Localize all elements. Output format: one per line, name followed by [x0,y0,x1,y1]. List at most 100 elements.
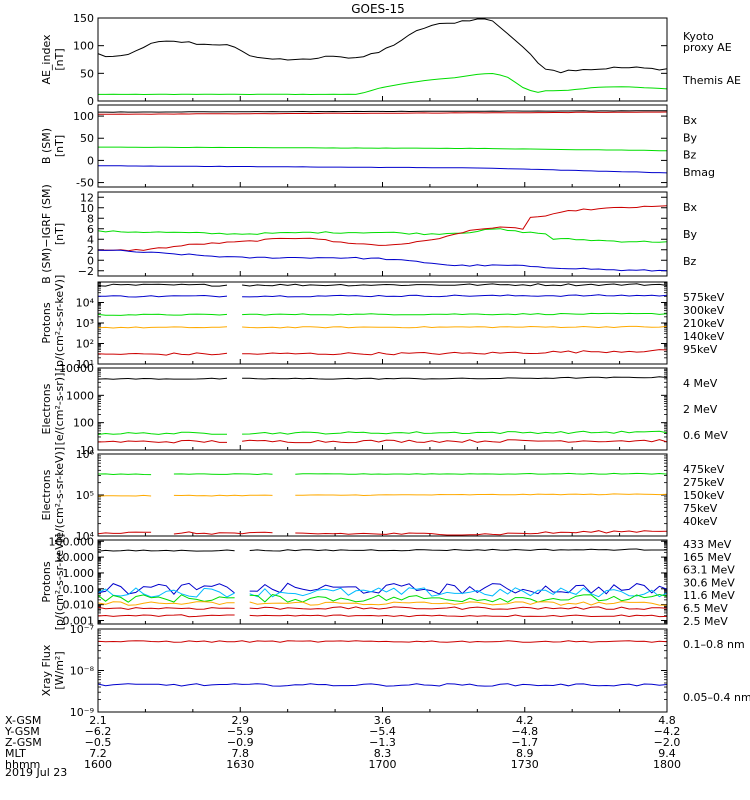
panel-protons_high: 0.001 0.010 0.100 1.000 10.000 100.000 Protons… [40,534,735,631]
series-line-0-05-0-4-nm [97,683,668,687]
x-axis-value: 4.2 [516,714,534,727]
y-tick-label: 0.100 [63,583,95,596]
y-tick-label: 2 [87,244,94,257]
series-line-300kev [97,325,668,329]
y-tick-label: -50 [76,177,94,190]
legend-entry: 0.6 MeV [683,429,728,442]
y-axis-label: [p/(cm²-s-sr-keV)] [53,275,66,372]
y-tick-label: 10 [80,444,94,457]
y-axis-label: Protons [40,561,53,602]
y-tick-label: 50 [80,67,94,80]
y-tick-label: 0 [87,254,94,267]
series-line-30-6-mev [97,593,668,603]
series-line-bx [97,249,668,272]
x-axis-value: −1.7 [511,736,538,749]
series-line-11-6-mev [97,587,668,598]
series-line-0-6-mev [97,376,668,380]
y-tick-label: 4 [87,233,94,246]
x-axis-value: −0.5 [85,736,112,749]
y-tick-label: 100 [73,417,94,430]
panel-frame [97,17,668,102]
x-axis-value: 9.4 [658,747,676,760]
y-tick-label: 150 [73,12,94,25]
panel-frame [97,628,668,713]
legend-entry: proxy AE [683,41,732,54]
x-axis-row-label: hhmm [5,758,40,771]
y-axis-label: B (SM)−IGRF (SM) [40,184,53,284]
legend-entry: 210keV [683,317,725,330]
legend-entry: Bx [683,201,698,214]
y-tick-label: 12 [80,191,94,204]
series-line-bx [97,165,668,174]
y-tick-label: 0.010 [63,599,95,612]
legend-entry: Kyoto [683,30,714,43]
legend-entry: Bz [683,149,697,162]
series-line-275kev [97,493,668,497]
y-tick-label: 10⁻⁷ [70,623,94,636]
x-axis-value: 2.1 [89,714,107,727]
legend-entry: 75keV [683,502,718,515]
x-axis-value: −2.0 [654,736,681,749]
x-axis-value: 8.9 [516,747,534,760]
y-tick-label: 8 [87,212,94,225]
legend-entry: Bx [683,114,698,127]
x-axis-value: 1600 [84,758,112,771]
y-tick-label: 10⁻⁸ [70,665,95,678]
x-axis-row-label: Y-GSM [4,725,40,738]
legend-entry: 95keV [683,343,718,356]
panel-electrons_diff: 10⁴ 10⁵ 10⁶ Electrons [e/(cm²-s-sr-keV)] 475k… [40,447,725,543]
x-axis-value: −4.2 [654,725,681,738]
series-line-6-5-mev [97,582,668,595]
x-axis-value: 1630 [226,758,254,771]
x-axis-footer: X-GSM 2.1 2.9 3.6 4.2 4.8 Y-GSM −6.2 −5.9 −5.4 −4.… [4,714,681,771]
legend-entry: 2 MeV [683,403,718,416]
legend-entry: Bz [683,255,697,268]
legend-entry: 275keV [683,476,725,489]
x-axis-value: 3.6 [374,714,392,727]
y-tick-label: 10⁴ [76,530,95,543]
y-axis-label: Xray Flux [40,644,53,696]
panel-protons_low: 10¹ 10² 10³ 10⁴ Protons [p/(cm²-s-sr-keV)] 575… [40,275,725,372]
y-tick-label: 10000 [59,362,94,375]
x-axis-value: 1800 [653,758,681,771]
x-axis-value: −5.4 [369,725,396,738]
series-line-95kev [97,283,668,287]
panel-xray: 10⁻⁹ 10⁻⁸ 10⁻⁷ Xray Flux [W/m²] 0.1–0.8 nm 0.0… [40,623,750,719]
legend-entry: 40keV [683,515,718,528]
series-line-433-mev [97,614,668,618]
y-tick-label: 10⁴ [76,297,95,310]
legend-entry: 475keV [683,463,725,476]
legend-entry: Themis AE [682,74,741,87]
series-line-2-mev [97,430,668,435]
panel-frame [97,191,668,277]
legend-entry: 140keV [683,330,725,343]
legend-entry: 0.05–0.4 nm [683,691,750,704]
x-axis-value: −6.2 [85,725,112,738]
legend-entry: 30.6 MeV [683,576,735,589]
y-tick-label: 0.001 [63,614,95,627]
legend-entry: 63.1 MeV [683,564,735,577]
legend-entry: Bmag [683,166,715,179]
series-line-0-1-0-8-nm [97,640,668,643]
series-line-bz [97,205,668,252]
y-axis-label: AE_index [40,34,53,85]
panel-frame [97,539,668,625]
y-tick-label: 10² [76,338,94,351]
x-axis-value: −0.9 [227,736,254,749]
y-axis-label: [W/m²] [53,651,66,689]
panel-frame [97,367,668,451]
series-line-63-1-mev [97,601,668,606]
x-axis-row-label: MLT [5,747,26,760]
legend-entry: By [683,228,698,241]
panel-electrons_int: 10 100 1000 10000 Electrons [e/(cm²-s-sr)] 4 M… [40,362,728,457]
y-tick-label: 100 [73,110,94,123]
x-axis-value: 7.2 [89,747,107,760]
x-axis-value: 8.3 [374,747,392,760]
legend-entry: 433 MeV [683,538,732,551]
y-tick-label: 10.000 [56,551,95,564]
x-axis-value: 2.9 [232,714,250,727]
y-tick-label: 10 [80,202,94,215]
legend-entry: 6.5 MeV [683,602,728,615]
